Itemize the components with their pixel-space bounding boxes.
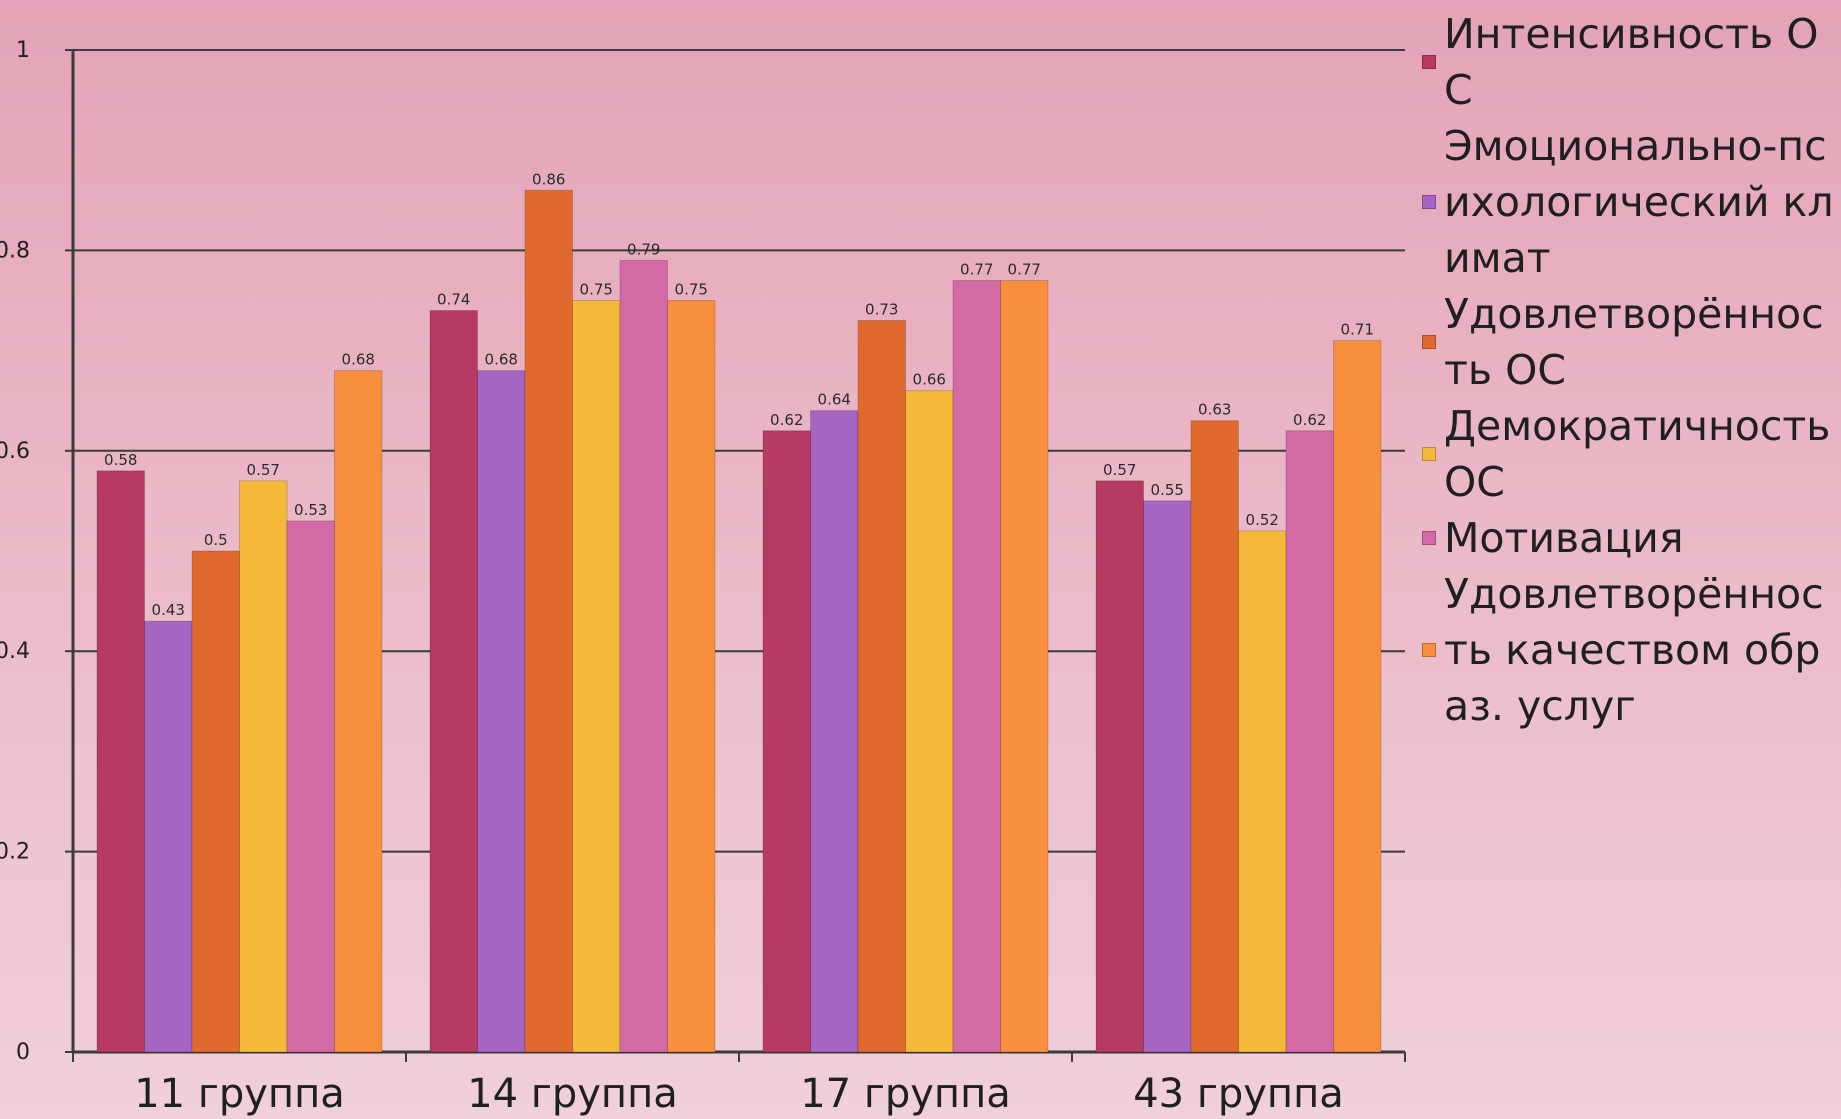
bar — [1000, 279, 1049, 1053]
bar — [1285, 430, 1334, 1053]
data-label: 0.64 — [818, 391, 851, 409]
y-tick-label: 0.6 — [0, 439, 30, 464]
data-label: 0.58 — [104, 451, 137, 469]
legend-label: Демократичность ОС — [1444, 402, 1831, 506]
data-label: 0.68 — [485, 351, 518, 369]
legend-swatch — [1422, 447, 1436, 461]
bar — [239, 480, 288, 1053]
bar — [286, 520, 335, 1053]
bar — [572, 300, 621, 1053]
bar — [477, 370, 526, 1053]
x-tick-label: 14 группа — [467, 1071, 678, 1117]
y-tick-label: 0 — [16, 1040, 30, 1065]
legend-swatch — [1422, 195, 1436, 209]
data-label: 0.62 — [770, 411, 803, 429]
bar — [1238, 530, 1287, 1053]
bar — [667, 300, 716, 1053]
bar — [334, 370, 383, 1053]
bar — [905, 390, 954, 1053]
data-label: 0.79 — [627, 240, 660, 258]
legend-item: Удовлетворённость качеством образ. услуг — [1420, 566, 1835, 734]
legend-item: Интенсивность ОС — [1420, 6, 1835, 118]
data-label: 0.75 — [580, 281, 613, 299]
bar — [524, 189, 573, 1053]
bar — [619, 259, 668, 1053]
y-tick-label: 0.2 — [0, 840, 30, 865]
bar — [1095, 480, 1144, 1053]
x-tick-label: 43 группа — [1133, 1071, 1344, 1117]
data-label: 0.62 — [1293, 411, 1326, 429]
data-label: 0.57 — [247, 461, 280, 479]
legend-item: Удовлетворённость ОС — [1420, 286, 1835, 398]
data-label: 0.68 — [342, 351, 375, 369]
legend-label: Удовлетворённость ОС — [1444, 290, 1824, 394]
bar — [1333, 340, 1382, 1053]
bar — [1143, 500, 1192, 1053]
data-label: 0.86 — [532, 170, 565, 188]
legend-label: Интенсивность ОС — [1444, 10, 1819, 114]
legend-label: Мотивация — [1444, 514, 1684, 562]
data-label: 0.53 — [294, 501, 327, 519]
legend-label: Эмоционально-психологический климат — [1444, 122, 1834, 282]
bar — [762, 430, 811, 1053]
bar — [191, 550, 240, 1053]
chart-legend: Интенсивность ОС Эмоционально-психологиче… — [1420, 6, 1835, 734]
x-tick-label: 17 группа — [800, 1071, 1011, 1117]
data-label: 0.77 — [1008, 260, 1041, 278]
data-label: 0.55 — [1151, 481, 1184, 499]
x-tick-label: 11 группа — [134, 1071, 345, 1117]
legend-swatch — [1422, 643, 1436, 657]
legend-swatch — [1422, 531, 1436, 545]
data-label: 0.73 — [865, 301, 898, 319]
legend-label: Удовлетворённость качеством образ. услуг — [1444, 570, 1824, 730]
data-label: 0.66 — [913, 371, 946, 389]
data-label: 0.77 — [960, 260, 993, 278]
bar — [144, 620, 193, 1053]
bar — [857, 320, 906, 1053]
y-tick-label: 0.4 — [0, 639, 30, 664]
bar — [1190, 420, 1239, 1053]
y-tick-label: 0.8 — [0, 238, 30, 263]
legend-item: Демократичность ОС — [1420, 398, 1835, 510]
data-label: 0.43 — [152, 601, 185, 619]
data-label: 0.74 — [437, 291, 470, 309]
y-tick-label: 1 — [16, 38, 30, 63]
bar — [810, 410, 859, 1053]
legend-swatch — [1422, 55, 1436, 69]
data-label: 0.63 — [1198, 401, 1231, 419]
data-label: 0.71 — [1341, 321, 1374, 339]
bar — [96, 470, 145, 1053]
bar — [429, 310, 478, 1053]
legend-item: Мотивация — [1420, 510, 1835, 566]
legend-item: Эмоционально-психологический климат — [1420, 118, 1835, 286]
bar — [952, 279, 1001, 1053]
data-label: 0.57 — [1103, 461, 1136, 479]
data-label: 0.52 — [1246, 511, 1279, 529]
legend-swatch — [1422, 335, 1436, 349]
data-label: 0.5 — [204, 531, 228, 549]
data-label: 0.75 — [675, 281, 708, 299]
